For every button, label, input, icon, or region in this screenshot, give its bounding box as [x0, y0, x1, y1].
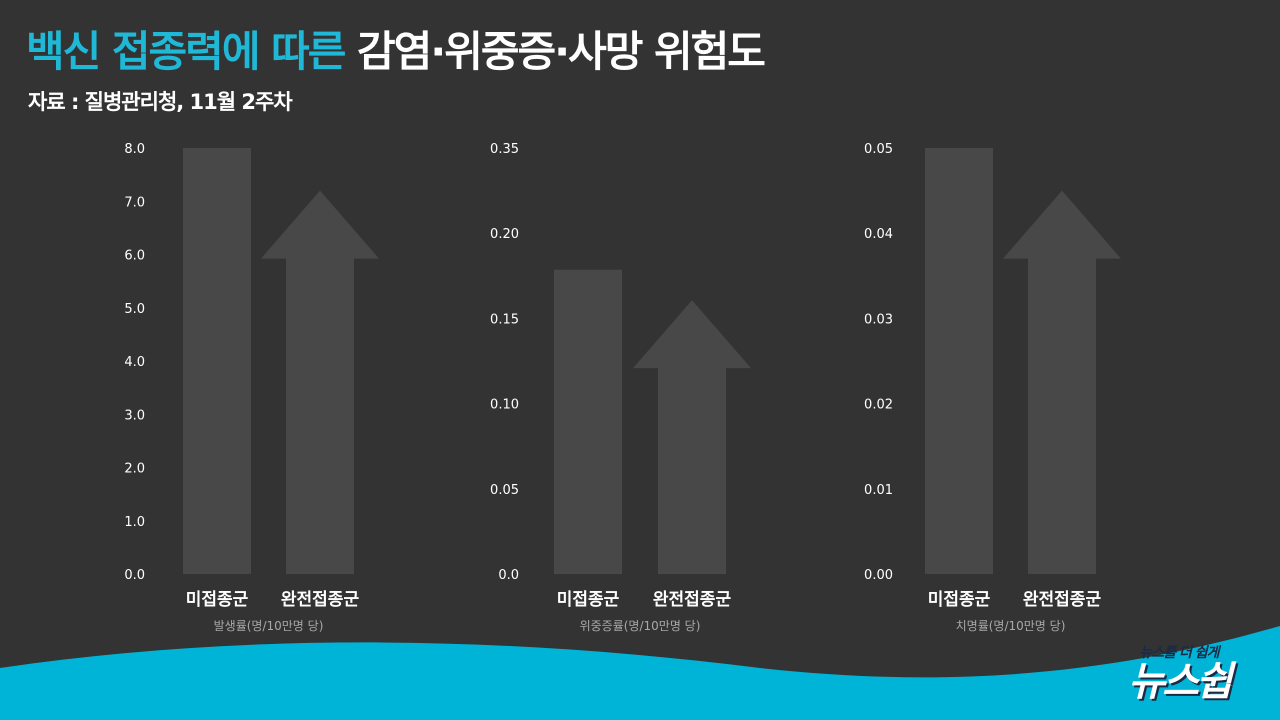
bar-unvaccinated — [183, 148, 251, 574]
category-label-unvaccinated: 미접종군 — [186, 590, 249, 610]
page-title: 백신 접종력에 따른 감염·위중증·사망 위험도 — [26, 18, 766, 79]
y-tick-label: 8.0 — [124, 142, 145, 157]
y-tick-label: 1.0 — [124, 515, 145, 530]
y-tick-label: 3.0 — [124, 408, 145, 423]
y-tick-label: 0.20 — [490, 227, 519, 242]
y-tick-label: 7.0 — [124, 195, 145, 210]
source-note: 자료 : 질병관리청, 11월 2주차 — [28, 90, 293, 114]
bar-unvaccinated — [925, 148, 993, 574]
category-label-fully-vaccinated: 완전접종군 — [281, 590, 360, 610]
category-label-fully-vaccinated: 완전접종군 — [1023, 590, 1102, 610]
category-label-unvaccinated: 미접종군 — [928, 590, 991, 610]
y-tick-label: 0.03 — [864, 312, 893, 327]
x-axis-caption: 발생률(명/10만명 당) — [214, 619, 324, 633]
y-tick-label: 4.0 — [124, 355, 145, 370]
y-tick-label: 0.00 — [864, 568, 893, 583]
y-tick-label: 0.10 — [490, 398, 519, 413]
y-tick-label: 0.01 — [864, 483, 893, 498]
bar-unvaccinated — [554, 269, 622, 574]
x-axis-caption: 치명률(명/10만명 당) — [956, 619, 1066, 633]
bar-fully-vaccinated-arrow — [1003, 190, 1121, 574]
y-tick-label: 0.05 — [490, 483, 519, 498]
y-tick-label: 0.0 — [124, 568, 145, 583]
y-tick-label: 5.0 — [124, 302, 145, 317]
bar-fully-vaccinated-arrow — [261, 190, 379, 574]
y-tick-label: 0.04 — [864, 227, 893, 242]
bar-fully-vaccinated-arrow — [633, 300, 751, 574]
brand-logo: 뉴스를 더 쉽게 뉴스쉽 — [1094, 642, 1264, 702]
y-tick-label: 2.0 — [124, 462, 145, 477]
title-accent: 백신 접종력에 따른 — [26, 27, 346, 76]
y-tick-label: 0.15 — [490, 312, 519, 327]
brand-wordmark: 뉴스쉽 — [1128, 659, 1232, 705]
x-axis-caption: 위중증률(명/10만명 당) — [580, 619, 701, 633]
y-tick-label: 0.0 — [498, 568, 519, 583]
brand-tagline: 뉴스를 더 쉽게 — [1139, 645, 1219, 661]
y-tick-label: 0.05 — [864, 142, 893, 157]
category-label-unvaccinated: 미접종군 — [557, 590, 620, 610]
y-tick-label: 0.35 — [490, 142, 519, 157]
y-tick-label: 6.0 — [124, 249, 145, 264]
category-label-fully-vaccinated: 완전접종군 — [653, 590, 732, 610]
title-rest: 감염·위중증·사망 위험도 — [357, 27, 766, 76]
y-tick-label: 0.02 — [864, 398, 893, 413]
